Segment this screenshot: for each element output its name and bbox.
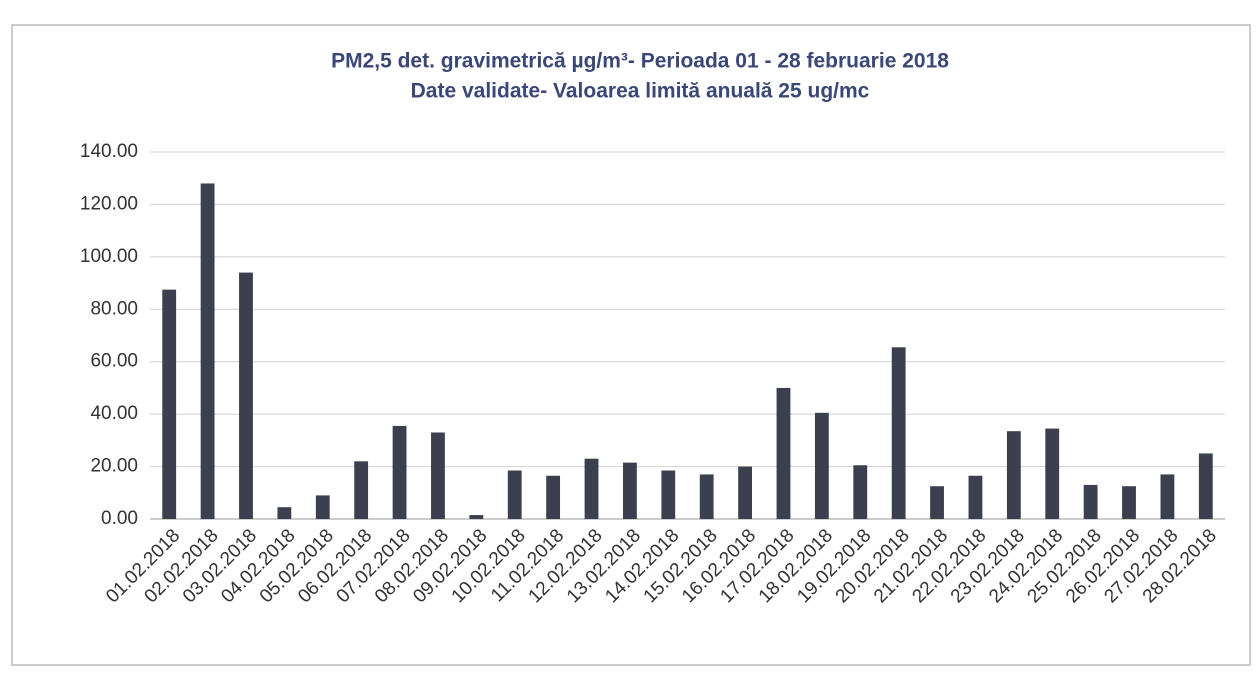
bar (507, 470, 522, 519)
y-tick-label: 100.00 (80, 246, 138, 267)
bar (162, 289, 177, 519)
bar (1198, 453, 1213, 519)
bar (738, 466, 752, 519)
bar (1083, 484, 1098, 519)
bar (853, 465, 868, 519)
bar (546, 475, 561, 519)
bar (469, 515, 484, 519)
bar (930, 486, 944, 519)
bar (200, 183, 215, 519)
bar (1045, 428, 1060, 519)
bar (814, 412, 829, 519)
bar (354, 461, 369, 519)
bar (392, 425, 407, 519)
bar (661, 470, 676, 519)
chart-title: PM2,5 det. gravimetrică µg/m³- Perioada … (331, 50, 949, 73)
y-tick-label: 80.00 (90, 298, 138, 319)
y-tick-label: 60.00 (90, 351, 138, 372)
y-tick-label: 140.00 (80, 141, 138, 162)
bar (277, 507, 292, 519)
y-tick-label: 40.00 (90, 403, 138, 424)
chart-frame (11, 24, 1251, 666)
bar (584, 458, 599, 519)
bar (1122, 486, 1136, 519)
bar (699, 474, 714, 519)
bar (431, 432, 445, 519)
y-tick-label: 20.00 (90, 456, 138, 477)
bar (891, 347, 906, 519)
bar (1160, 474, 1175, 519)
bar (623, 462, 637, 519)
bar (968, 475, 983, 519)
bar (315, 495, 330, 519)
bar (1006, 431, 1021, 519)
y-tick-label: 0.00 (101, 508, 138, 529)
chart-subtitle: Date validate- Valoarea limită anuală 25… (411, 80, 870, 103)
bar (776, 387, 791, 519)
bar (239, 272, 253, 519)
y-tick-label: 120.00 (80, 193, 138, 214)
